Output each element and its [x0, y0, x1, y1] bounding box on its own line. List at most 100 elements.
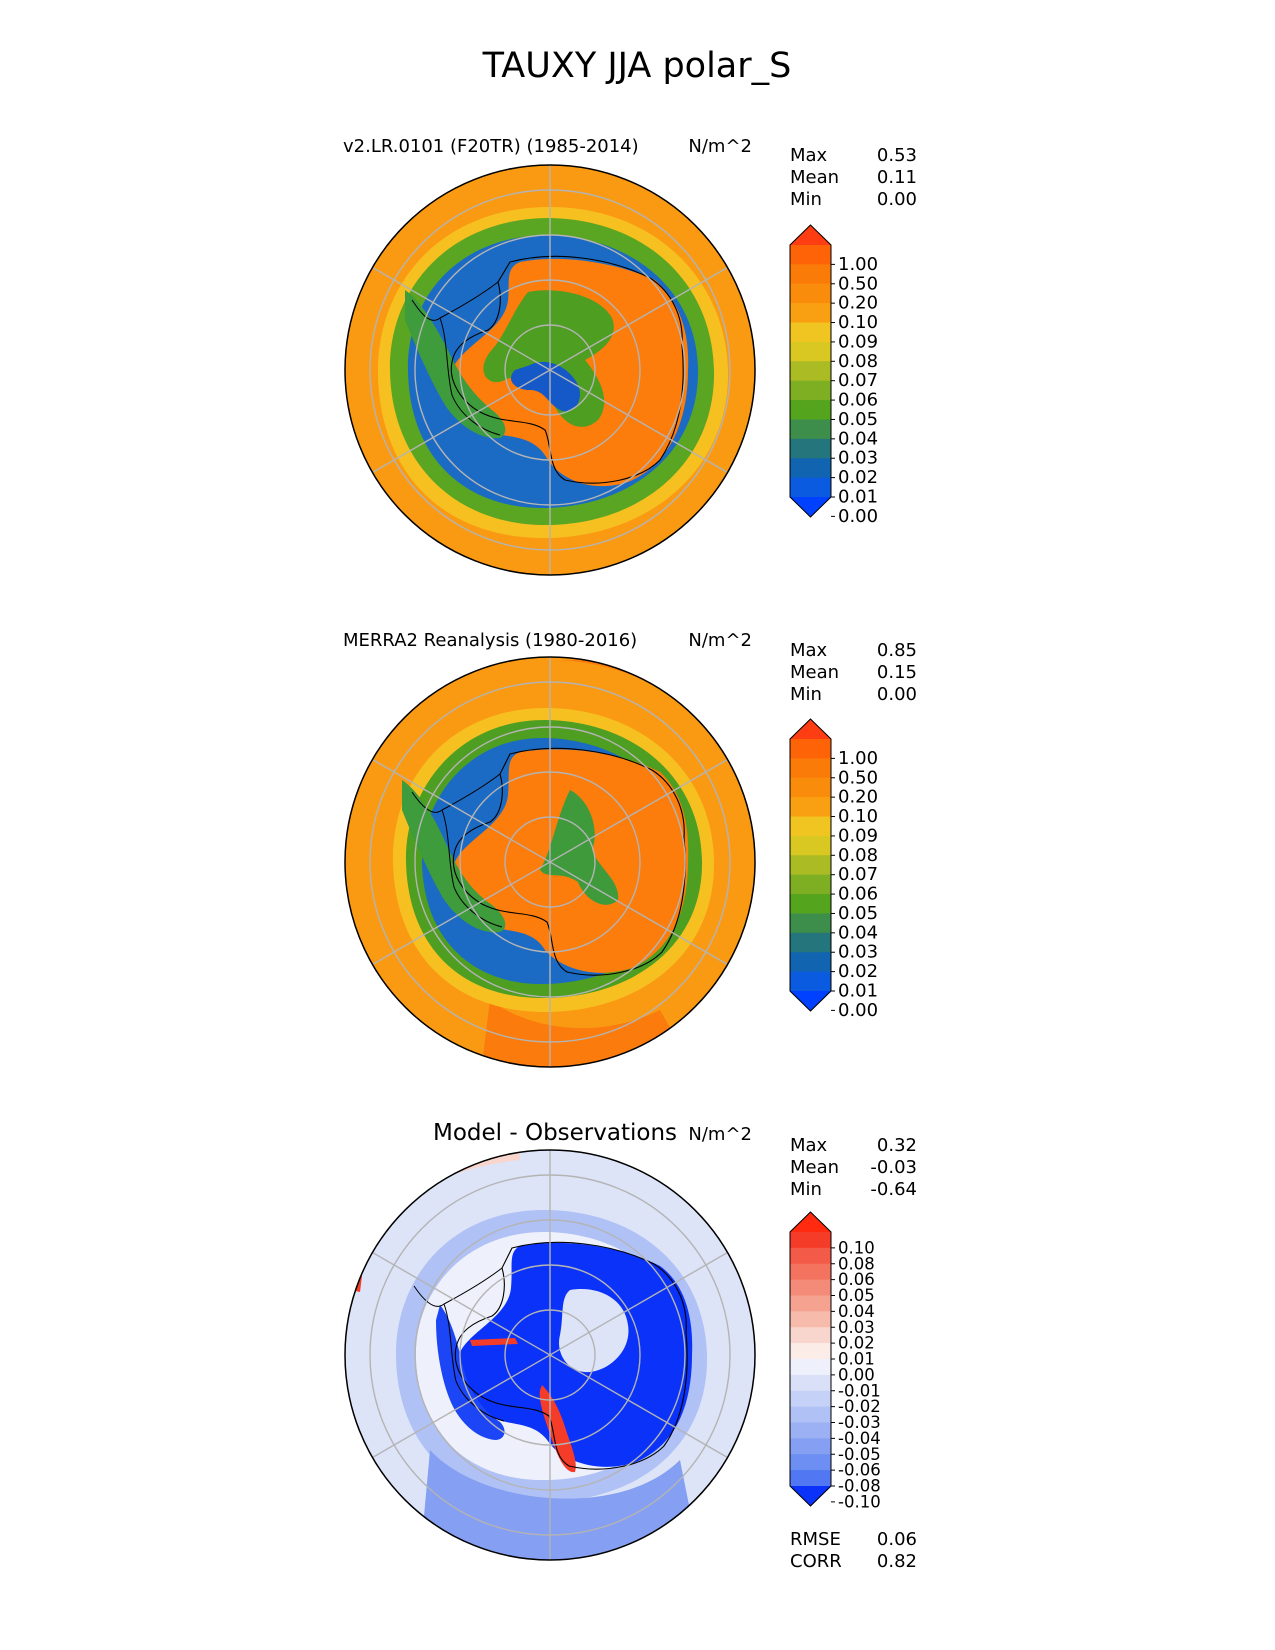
- colorbar-bin: [790, 1406, 831, 1424]
- colorbar-bin: [790, 477, 831, 498]
- colorbar-tick-label: 0.01: [838, 487, 878, 508]
- colorbar-bin: [790, 1279, 831, 1297]
- interior-green: [540, 790, 619, 905]
- peninsula-negative: [436, 1305, 505, 1440]
- interior-blue: [510, 361, 580, 412]
- colorbar-outline: [789, 1211, 832, 1507]
- colorbar-tick-label: -0.02: [838, 1397, 881, 1416]
- peninsula-low: [405, 290, 506, 439]
- coastline: [452, 747, 686, 976]
- colorbar-tick-label: -0.03: [838, 1413, 881, 1432]
- stat-value: -0.03: [870, 1157, 917, 1178]
- metric-label: CORR: [790, 1551, 842, 1572]
- colorbar-tick-label: -0.06: [838, 1461, 881, 1480]
- colorbar-tick-label: -0.10: [838, 1492, 881, 1511]
- coastline: [454, 1241, 688, 1470]
- colorbar-bin: [790, 739, 831, 759]
- coastline-peninsula: [411, 773, 503, 928]
- colorbar-tick-label: 0.07: [838, 370, 878, 391]
- stat-value: 0.15: [877, 662, 917, 683]
- colorbar-bin: [790, 1295, 831, 1312]
- map-boundary: [344, 1149, 756, 1561]
- colorbar-bin: [790, 855, 831, 876]
- stat-label: Max: [790, 145, 828, 166]
- colorbar-bin: [790, 1311, 831, 1328]
- colorbar-tick-label: 0.10: [838, 1238, 875, 1257]
- stat-value: 0.85: [877, 640, 917, 661]
- stat-label: Mean: [790, 1157, 839, 1178]
- units-label: N/m^2: [688, 136, 752, 157]
- colorbar-tick-label: 0.50: [838, 767, 878, 788]
- stat-value: 0.53: [877, 145, 917, 166]
- stat-label: Min: [790, 1179, 822, 1200]
- colorbar-bin: [790, 1422, 831, 1439]
- colorbar-tick-label: 0.08: [838, 351, 878, 372]
- colorbar-model: 1.000.500.200.100.090.080.070.060.050.04…: [789, 224, 878, 527]
- colorbar-tick-label: 0.50: [838, 273, 878, 294]
- colorbar-tick-label: 0.09: [838, 825, 878, 846]
- colorbar-bin: [790, 758, 831, 779]
- stat-label: Mean: [790, 167, 839, 188]
- colorbar-tick-label: 0.10: [838, 312, 878, 333]
- colorbar-tick-label: 0.04: [838, 428, 878, 449]
- positive-bias-coastal: [539, 1385, 576, 1473]
- colorbar-bin: [790, 303, 831, 324]
- panel-observations: MERRA2 Reanalysis (1980-2016) N/m^2: [343, 630, 917, 1068]
- colorbar-extend-max: [790, 719, 831, 739]
- colorbar-outline: [789, 224, 832, 518]
- colorbar-tick-label: 0.02: [838, 961, 878, 982]
- colorbar-tick-label: 0.00: [838, 1365, 875, 1384]
- colorbar-bin: [790, 458, 831, 479]
- colorbar-bin: [790, 361, 831, 382]
- colorbar-tick-label: 0.00: [838, 1000, 878, 1021]
- colorbar-bin: [790, 1327, 831, 1344]
- colorbar-tick-label: 0.10: [838, 806, 878, 827]
- stat-label: Max: [790, 1135, 828, 1156]
- panel-title: v2.LR.0101 (F20TR) (1985-2014): [343, 136, 639, 157]
- stat-value: 0.00: [877, 684, 917, 705]
- panel-difference: Model - Observations N/m^2: [344, 1120, 917, 1572]
- colorbar-bin: [790, 835, 831, 856]
- colorbar-tick-label: 0.06: [838, 390, 878, 411]
- colorbar-bin: [790, 322, 831, 343]
- colorbar-tick-label: 0.07: [838, 864, 878, 885]
- figure-title: TAUXY JJA polar_S: [482, 46, 792, 86]
- colorbar-tick-label: 0.04: [838, 1302, 875, 1321]
- colorbar-tick-label: 0.09: [838, 331, 878, 352]
- colorbar-bin: [790, 1263, 831, 1281]
- colorbar-bin: [790, 1470, 831, 1487]
- colorbar-tick-label: 0.01: [838, 981, 878, 1002]
- colorbar-bin: [790, 797, 831, 818]
- colorbar-bin: [790, 932, 831, 953]
- colorbar-bin: [790, 1438, 831, 1455]
- polar-map: [345, 1150, 755, 1560]
- colorbar-bin: [790, 1232, 831, 1249]
- colorbar-tick-label: 0.20: [838, 787, 878, 808]
- stat-label: Max: [790, 640, 828, 661]
- colorbar-tick-label: -0.08: [838, 1477, 881, 1496]
- stat-value: 0.00: [877, 189, 917, 210]
- units-label: N/m^2: [688, 630, 752, 651]
- colorbar-tick-label: 0.06: [838, 884, 878, 905]
- graticule: [369, 657, 731, 1067]
- colorbar-bin: [790, 874, 831, 895]
- colorbar-extend-max: [790, 1212, 831, 1232]
- colorbar-tick-label: 0.08: [838, 845, 878, 866]
- colorbar-bin: [790, 380, 831, 401]
- graticule: [369, 165, 731, 575]
- colorbar-bin: [790, 777, 831, 798]
- stat-label: Min: [790, 189, 822, 210]
- peninsula-low: [402, 780, 506, 933]
- colorbar-tick-label: 0.05: [838, 1286, 875, 1305]
- colorbar-tick-label: 0.03: [838, 1318, 875, 1337]
- bias-south-band: [420, 1450, 700, 1560]
- metric-value: 0.06: [877, 1529, 917, 1550]
- colorbar-tick-label: 0.01: [838, 1350, 875, 1369]
- colorbar-tick-label: 0.00: [838, 506, 878, 527]
- colorbar-tick-label: 0.06: [838, 1270, 875, 1289]
- colorbar-bin: [790, 971, 831, 992]
- coastline-peninsula: [413, 1267, 505, 1422]
- colorbar-bin: [790, 894, 831, 915]
- colorbar-bin: [790, 1343, 831, 1360]
